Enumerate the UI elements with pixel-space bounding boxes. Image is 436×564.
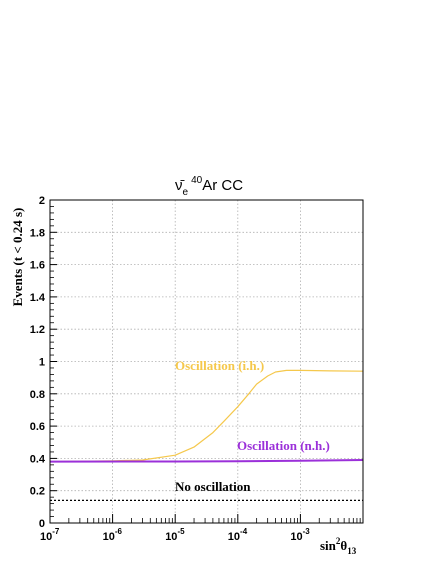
x-tick-exp: -7 [52,527,60,536]
y-axis-label: Events (t < 0.24 s) [10,208,25,307]
x-tick-base: 10 [40,531,52,543]
series-label-1: Oscillation (n.h.) [237,438,330,453]
y-tick-label: 0 [39,518,45,530]
title-ar-sup: 40 [191,175,203,186]
y-tick-label: 0.2 [30,486,45,498]
x-tick-base: 10 [103,531,115,543]
y-tick-label: 2 [39,195,45,207]
series-label-0: Oscillation (i.h.) [175,358,264,373]
y-tick-label: 0.4 [30,453,46,465]
x-tick-exp: -3 [303,527,311,536]
x-tick-exp: -4 [240,527,248,536]
x-axis-label: sin2θ13 [320,536,357,556]
x-tick-label: 10-3 [290,527,310,543]
x-tick-label: 10-7 [40,527,60,543]
y-tick-label: 1.4 [30,292,46,304]
x-tick-label: 10-5 [165,527,185,543]
y-tick-label: 1.2 [30,324,45,336]
x-label-base: sin [320,538,337,553]
x-label-theta: θ [340,538,347,553]
series-labels: Oscillation (i.h.) Oscillation (n.h.) No o… [175,358,330,494]
y-tick-label: 1.6 [30,260,45,272]
x-tick-label: 10-4 [228,527,248,543]
x-tick-base: 10 [228,531,240,543]
y-tick-label: 1 [39,357,45,369]
x-tick-exp: -6 [115,527,123,536]
series-line-0 [49,369,364,463]
y-tick-label: 1.8 [30,227,45,239]
x-tick-label: 10-6 [103,527,123,543]
x-label-sup: 2 [336,536,341,546]
series-layer [49,369,364,502]
title-rest: Ar CC [202,177,243,194]
x-tick-base: 10 [165,531,177,543]
x-tick-exp: -5 [177,527,185,536]
series-label-2: No oscillation [175,479,251,494]
title-nu: ν̄ [175,177,185,194]
title-nu-sub: e [183,187,189,198]
series-line-1 [49,459,364,463]
chart-title: ν̄e40Ar CC [175,175,243,198]
grid [50,200,363,523]
x-tick-base: 10 [290,531,302,543]
x-label-sub: 13 [347,546,357,556]
y-tick-label: 0.6 [30,421,45,433]
y-tick-label: 0.8 [30,389,45,401]
